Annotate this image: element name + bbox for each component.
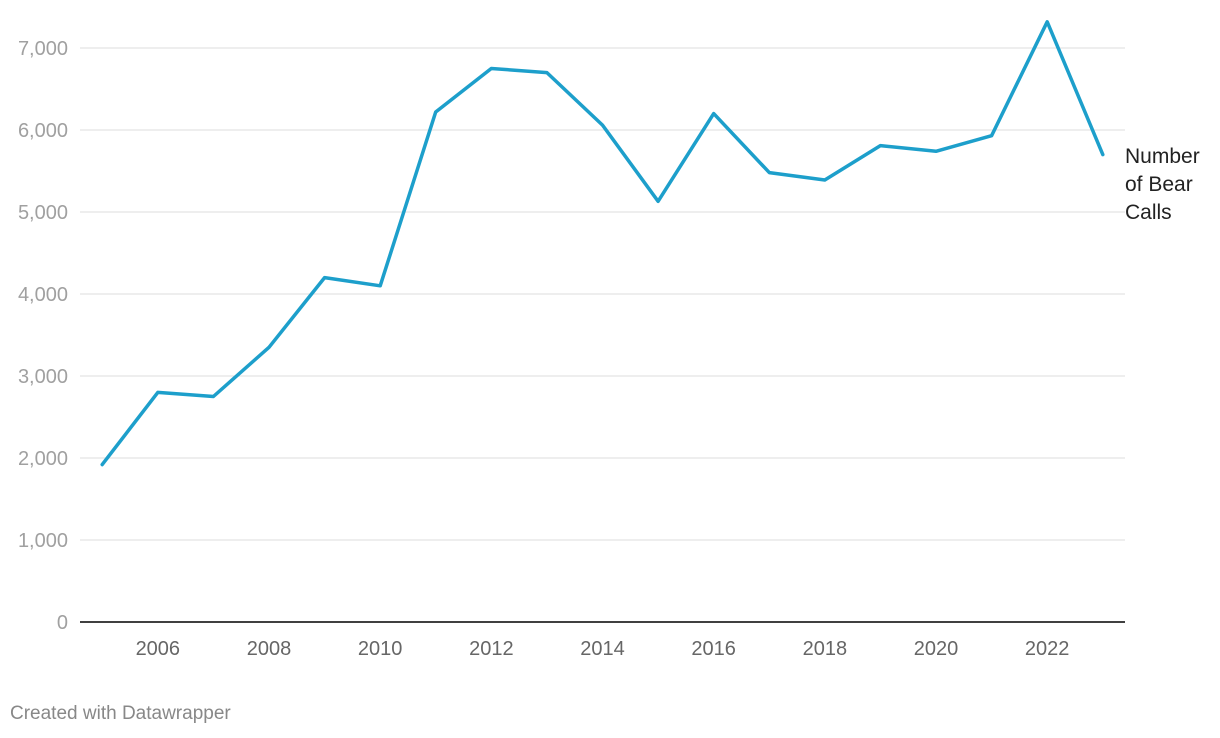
x-tick-label: 2010 xyxy=(358,638,403,660)
y-axis-tick-labels: 0 1,000 2,000 3,000 4,000 5,000 6,000 7,000 xyxy=(18,38,68,634)
y-tick-label: 4,000 xyxy=(18,284,68,306)
x-tick-label: 2012 xyxy=(469,638,514,660)
x-tick-label: 2006 xyxy=(136,638,181,660)
series-label-layer: Number of Bear Calls xyxy=(1125,145,1200,224)
y-tick-label: 0 xyxy=(57,612,68,634)
y-tick-label: 5,000 xyxy=(18,202,68,224)
grid-lines xyxy=(80,47,1125,623)
x-tick-label: 2008 xyxy=(247,638,292,660)
y-tick-label: 3,000 xyxy=(18,366,68,388)
x-tick-label: 2016 xyxy=(691,638,736,660)
y-tick-label: 7,000 xyxy=(18,38,68,60)
x-tick-label: 2014 xyxy=(580,638,625,660)
series-label-line: Number xyxy=(1125,145,1200,168)
series-line-bear-calls xyxy=(100,20,1105,467)
x-axis-tick-labels: 2006 2008 2010 2012 2014 2016 2018 2020 2022 xyxy=(136,638,1070,660)
y-tick-label: 6,000 xyxy=(18,120,68,142)
x-tick-label: 2020 xyxy=(914,638,959,660)
series-label-line: of Bear xyxy=(1125,173,1193,196)
datawrapper-credit: Created with Datawrapper xyxy=(10,703,231,724)
x-tick-label: 2022 xyxy=(1025,638,1070,660)
y-tick-label: 2,000 xyxy=(18,448,68,470)
series-label-line: Calls xyxy=(1125,201,1172,224)
x-tick-label: 2018 xyxy=(803,638,848,660)
series-layer xyxy=(100,20,1105,467)
y-tick-label: 1,000 xyxy=(18,530,68,552)
